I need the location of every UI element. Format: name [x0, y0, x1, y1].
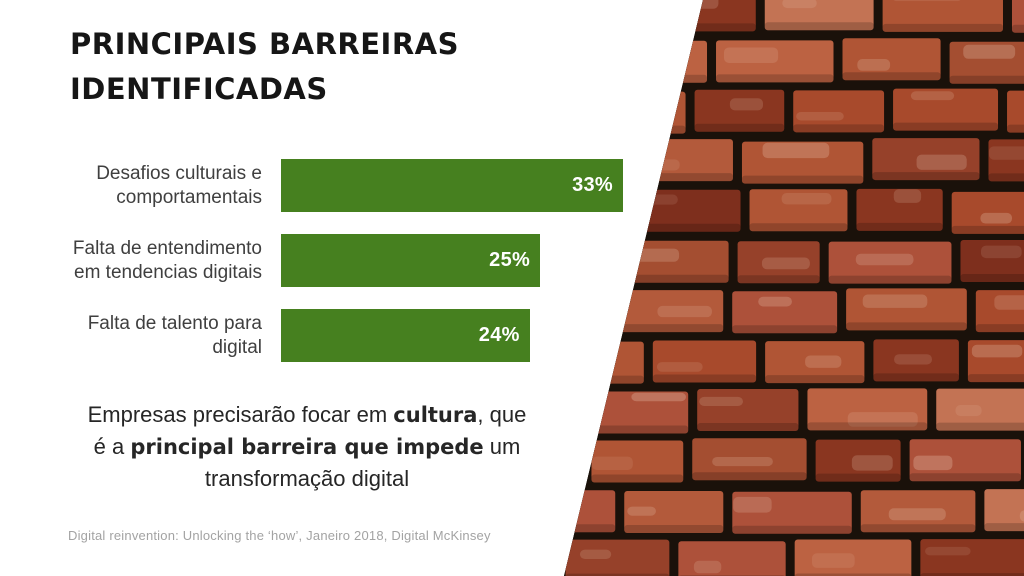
bar-desafios-culturais: 33% — [281, 159, 623, 212]
bar-value-label: 25% — [489, 249, 531, 271]
category-label-line: Falta de entendimento — [72, 237, 262, 259]
callout-segment: transformação digital — [204, 466, 410, 491]
category-label-line: em tendencias digitais — [74, 261, 262, 283]
bar-track: 25% — [281, 234, 623, 287]
chart-row-desafios-culturais: Desafios culturais e comportamentais 33% — [40, 159, 623, 212]
page-title-line2: IDENTIFICADAS — [70, 72, 328, 106]
callout-text: Empresas precisarão focar em cultura, qu… — [67, 399, 547, 494]
callout-line1: Empresas precisarão focar em cultura, qu… — [67, 399, 547, 431]
callout-line3: transformação digital — [67, 463, 547, 494]
callout-bold-principal-barreira: principal barreira que impede — [130, 435, 484, 459]
callout-segment: um — [483, 434, 521, 459]
chart-row-falta-entendimento: Falta de entendimento em tendencias digi… — [40, 234, 623, 287]
callout-segment: é a — [93, 434, 131, 459]
source-citation: Digital reinvention: Unlocking the ‘how’… — [68, 528, 491, 543]
category-label-line: Falta de talento para — [87, 312, 262, 334]
callout-segment: , que — [477, 402, 527, 427]
category-label-line: Desafios culturais e — [96, 162, 262, 184]
page-title-line1: PRINCIPAIS BARREIRAS — [70, 27, 459, 61]
bar-falta-talento: 24% — [281, 309, 530, 362]
bar-value-label: 33% — [572, 174, 613, 196]
bar-value-label: 24% — [478, 324, 520, 346]
page-title: PRINCIPAIS BARREIRAS IDENTIFICADAS — [70, 22, 459, 112]
bar-track: 33% — [281, 159, 623, 212]
category-label: Falta de talento para digital — [40, 312, 281, 360]
category-label: Falta de entendimento em tendencias digi… — [40, 237, 281, 285]
bar-chart: Desafios culturais e comportamentais 33%… — [40, 159, 623, 384]
bar-track: 24% — [281, 309, 623, 362]
category-label-line: digital — [212, 336, 262, 358]
callout-line2: é a principal barreira que impede um — [67, 431, 547, 463]
category-label: Desafios culturais e comportamentais — [40, 162, 281, 210]
callout-segment: Empresas precisarão focar em — [87, 402, 394, 427]
callout-bold-cultura: cultura — [393, 403, 478, 427]
chart-row-falta-talento: Falta de talento para digital 24% — [40, 309, 623, 362]
category-label-line: comportamentais — [116, 186, 262, 208]
bar-falta-entendimento: 25% — [281, 234, 541, 287]
